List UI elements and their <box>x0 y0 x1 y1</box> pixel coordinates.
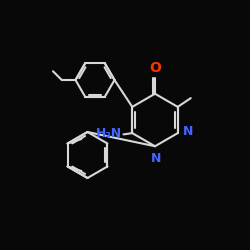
Text: O: O <box>149 61 161 75</box>
Text: H₂N: H₂N <box>96 128 122 140</box>
Text: N: N <box>183 126 194 138</box>
Text: N: N <box>151 152 162 165</box>
